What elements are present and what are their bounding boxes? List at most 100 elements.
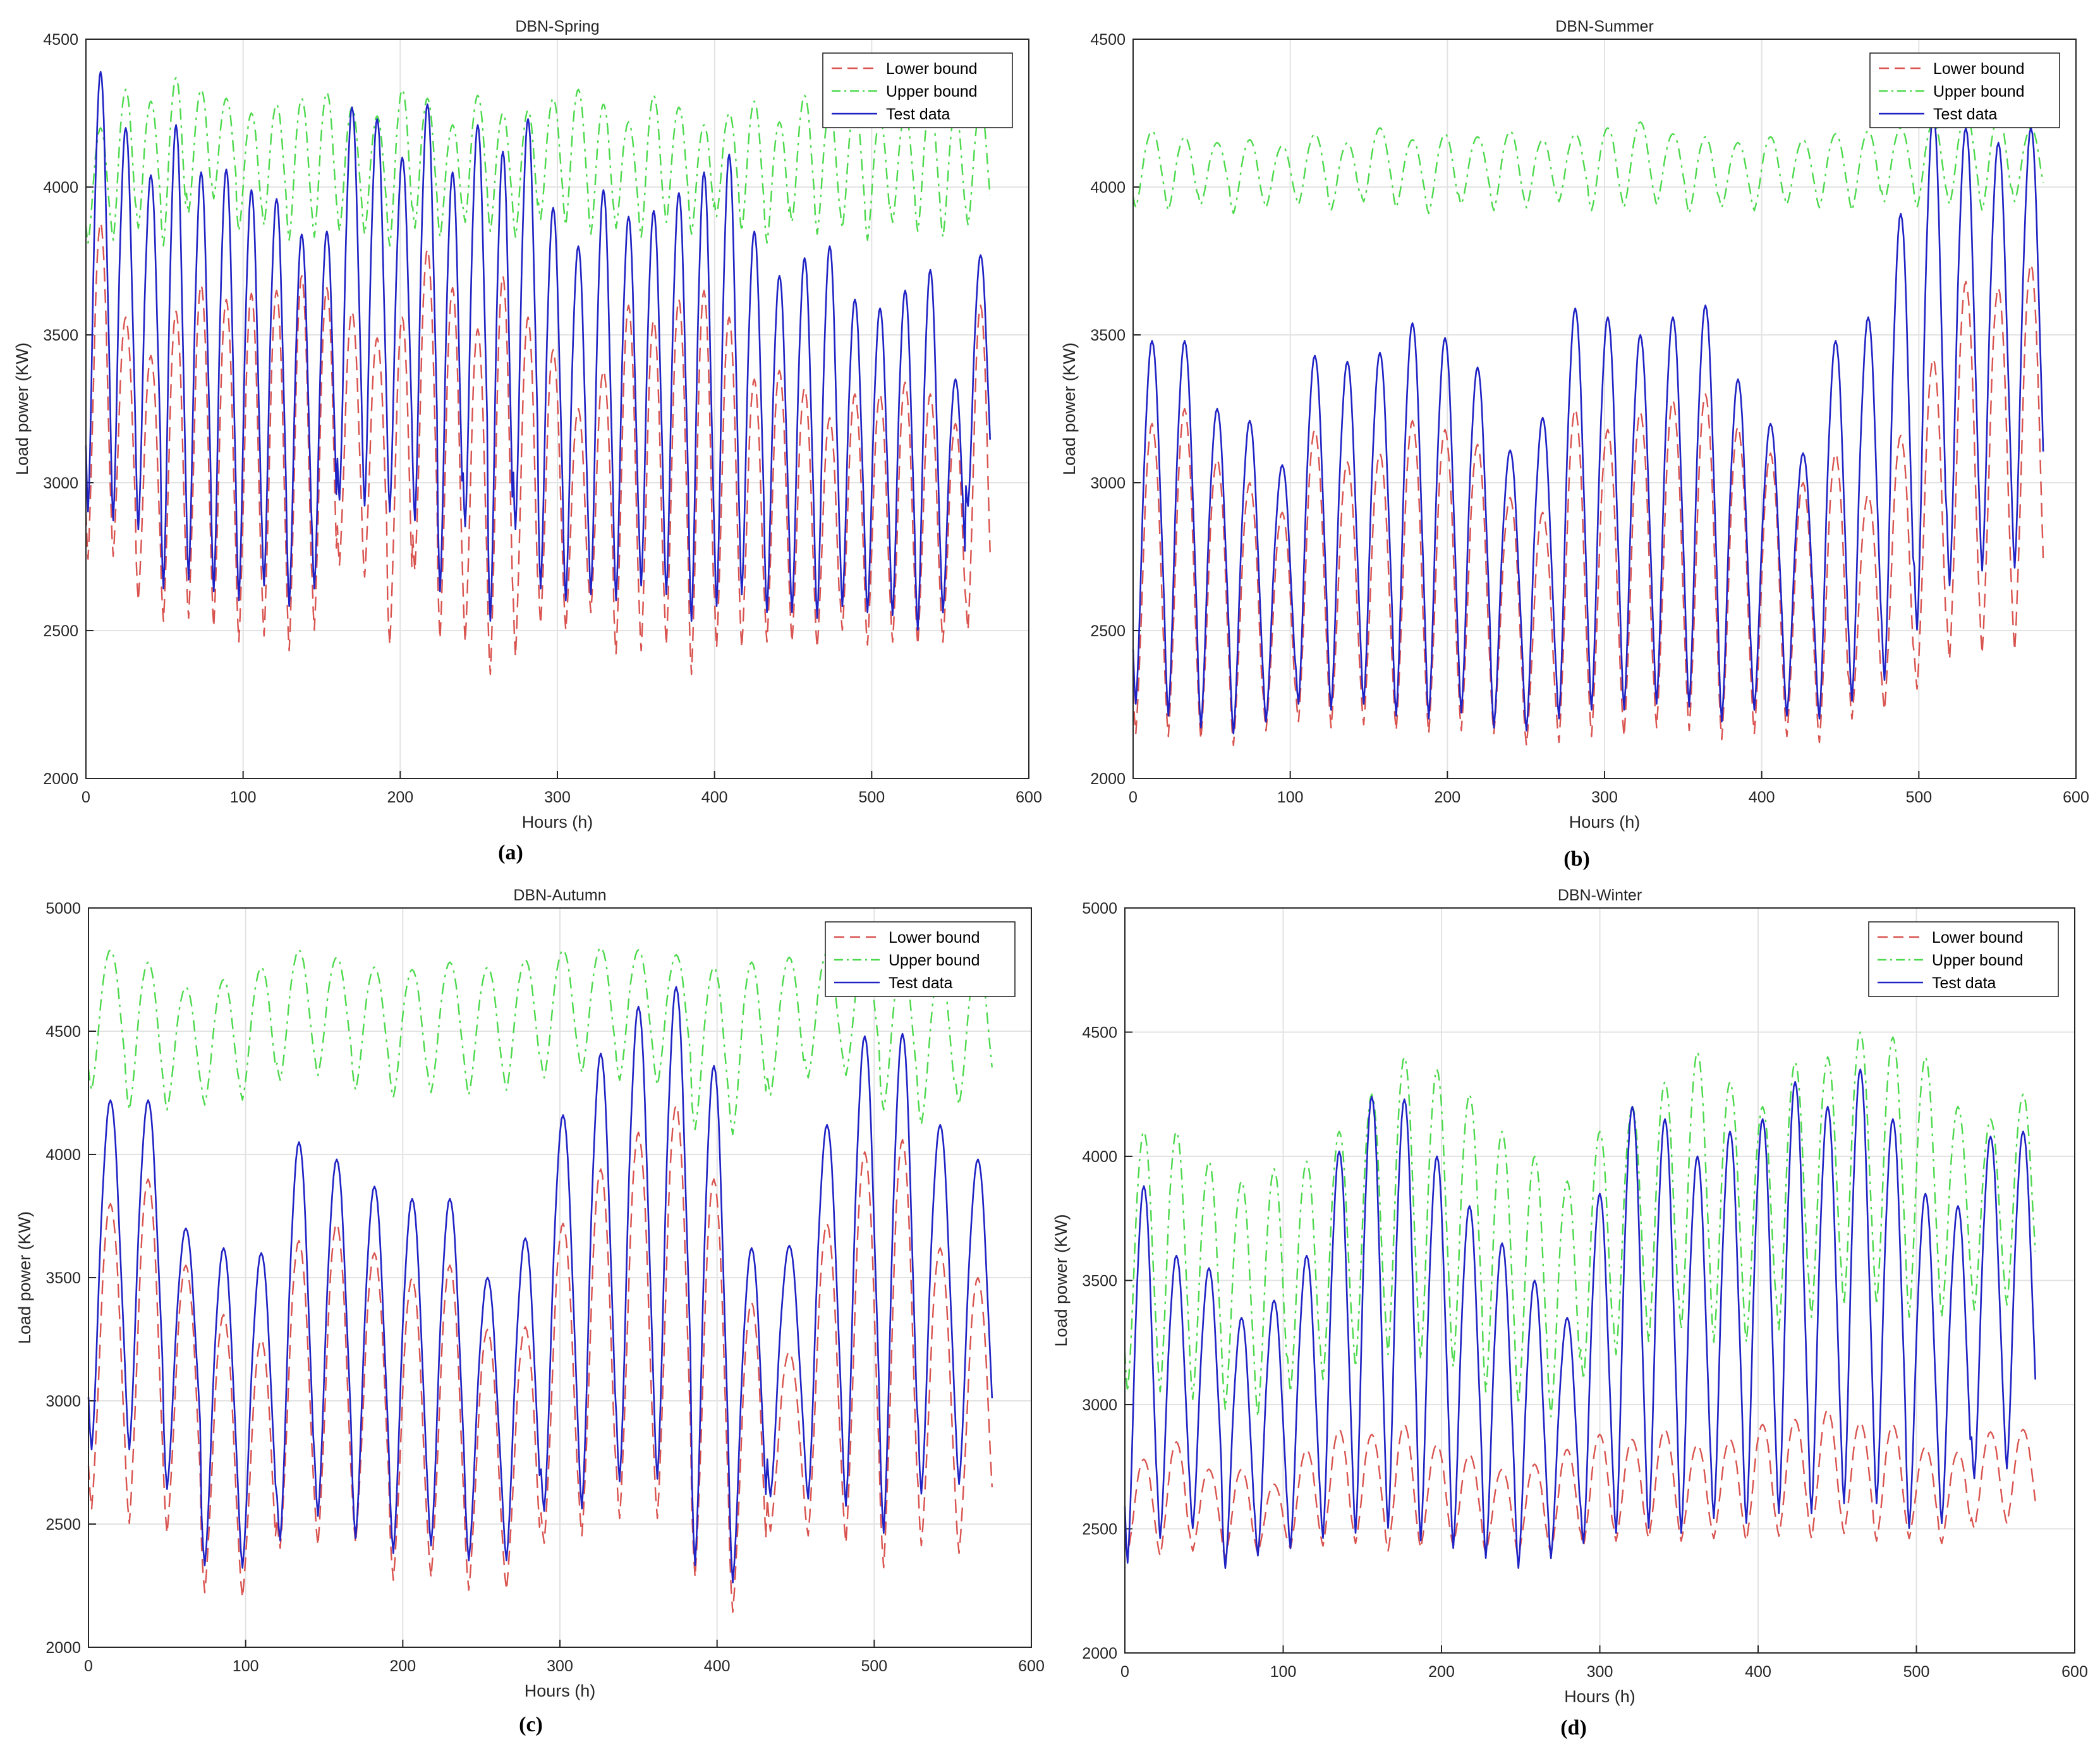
x-axis-label: Hours (h) — [525, 1681, 596, 1700]
plot-frame — [1132, 39, 2077, 779]
plot-frame — [85, 39, 1029, 779]
y-tick-label: 3500 — [1090, 327, 1126, 344]
x-tick-label: 100 — [1277, 789, 1304, 806]
chart-title: DBN-Summer — [1555, 18, 1654, 35]
y-tick-label: 2000 — [46, 1639, 81, 1657]
y-tick-label: 4000 — [1082, 1148, 1117, 1166]
y-tick-label: 4500 — [43, 31, 78, 49]
y-tick-label: 5000 — [46, 900, 81, 917]
y-tick-label: 3000 — [1090, 475, 1126, 492]
x-tick-label: 600 — [1018, 1657, 1045, 1675]
y-tick-label: 2000 — [1082, 1645, 1117, 1662]
x-tick-label: 600 — [2061, 1663, 2088, 1681]
y-tick-label: 2500 — [1082, 1521, 1117, 1539]
x-tick-label: 600 — [2063, 789, 2089, 806]
x-tick-label: 500 — [1903, 1663, 1930, 1681]
y-axis-label: Load power (KW) — [1052, 1214, 1071, 1346]
y-tick-label: 3000 — [46, 1393, 81, 1410]
legend-label: Test data — [1933, 106, 1998, 123]
x-tick-label: 200 — [1434, 789, 1460, 806]
y-tick-label: 3500 — [43, 327, 78, 344]
series-line-lower-bound — [1132, 263, 2044, 746]
x-tick-label: 300 — [1591, 789, 1618, 806]
y-tick-label: 4500 — [46, 1023, 81, 1041]
x-tick-label: 300 — [1587, 1663, 1613, 1681]
y-tick-label: 2500 — [1090, 622, 1126, 640]
x-tick-label: 400 — [1749, 789, 1775, 806]
x-tick-label: 0 — [1129, 789, 1138, 806]
panel-caption: (c) — [519, 1713, 543, 1736]
y-tick-label: 4000 — [46, 1146, 81, 1164]
y-tick-label: 3000 — [43, 475, 78, 492]
x-tick-label: 100 — [233, 1657, 259, 1675]
x-axis-label: Hours (h) — [522, 813, 593, 832]
series-line-upper-bound — [1124, 1031, 2036, 1418]
panel-caption: (d) — [1560, 1716, 1587, 1740]
chart-d: 0 100 200 300 400 500 600 2000 2500 3000 3500 4000 4… — [1052, 887, 2088, 1740]
legend-label: Lower bound — [886, 60, 978, 78]
y-tick-label: 2500 — [43, 622, 78, 640]
series-line-test-data — [1132, 112, 2044, 735]
legend-label: Lower bound — [1933, 60, 2025, 78]
series-line-test-data — [85, 71, 991, 631]
legend: Lower bound Upper bound Test data — [1868, 921, 2059, 997]
chart-c: 0 100 200 300 400 500 600 2000 2500 3000 3500 4000 4… — [15, 887, 1045, 1736]
series-line-upper-bound — [87, 947, 993, 1135]
y-tick-label: 2500 — [46, 1516, 81, 1534]
y-axis-label: Load power (KW) — [15, 1211, 34, 1344]
y-tick-label: 4000 — [43, 179, 78, 197]
y-tick-label: 4500 — [1090, 31, 1126, 49]
series-line-lower-bound — [1124, 1408, 2036, 1559]
y-tick-label: 4500 — [1082, 1024, 1117, 1042]
series-line-upper-bound — [85, 76, 991, 247]
legend-label: Upper bound — [889, 952, 980, 969]
chart-a: 0 100 200 300 400 500 600 2000 2500 3000 3500 4000 4… — [13, 18, 1042, 864]
legend-label: Test data — [889, 974, 953, 992]
chart-title: DBN-Spring — [515, 18, 599, 35]
legend: Lower bound Upper bound Test data — [825, 921, 1016, 997]
x-tick-label: 0 — [1120, 1663, 1129, 1681]
panel-caption: (a) — [498, 841, 523, 864]
y-tick-label: 4000 — [1090, 179, 1126, 197]
x-tick-label: 500 — [858, 789, 885, 806]
x-tick-label: 400 — [704, 1657, 731, 1675]
x-axis-label: Hours (h) — [1564, 1687, 1636, 1706]
legend: Lower bound Upper bound Test data — [1869, 52, 2060, 128]
x-axis-label: Hours (h) — [1569, 813, 1641, 832]
legend-label: Test data — [886, 106, 950, 123]
x-tick-label: 500 — [861, 1657, 887, 1675]
x-tick-label: 600 — [1016, 789, 1042, 806]
x-tick-label: 400 — [1745, 1663, 1771, 1681]
y-tick-label: 3500 — [1082, 1273, 1117, 1290]
series-line-test-data — [87, 986, 993, 1583]
legend-label: Lower bound — [1932, 929, 2024, 947]
series-line-upper-bound — [1132, 112, 2044, 215]
x-tick-label: 300 — [544, 789, 571, 806]
legend-label: Upper bound — [1932, 952, 2024, 969]
x-tick-label: 300 — [547, 1657, 573, 1675]
plot-frame — [88, 907, 1032, 1648]
legend-label: Upper bound — [886, 83, 978, 100]
x-tick-label: 200 — [387, 789, 413, 806]
legend-label: Lower bound — [889, 929, 980, 947]
legend-label: Test data — [1932, 974, 1996, 992]
x-tick-label: 100 — [230, 789, 257, 806]
x-tick-label: 400 — [701, 789, 728, 806]
chart-b: 0 100 200 300 400 500 600 2000 2500 3000 3500 4000 4… — [1060, 18, 2089, 871]
y-axis-label: Load power (KW) — [1060, 342, 1079, 475]
panel-caption: (b) — [1563, 847, 1590, 871]
y-tick-label: 3000 — [1082, 1396, 1117, 1414]
legend-label: Upper bound — [1933, 83, 2025, 100]
y-tick-label: 3500 — [46, 1269, 81, 1287]
x-tick-label: 100 — [1270, 1663, 1297, 1681]
chart-title: DBN-Winter — [1558, 887, 1642, 904]
x-tick-label: 200 — [1428, 1663, 1455, 1681]
legend: Lower bound Upper bound Test data — [822, 52, 1013, 128]
y-tick-label: 2000 — [1090, 770, 1126, 788]
chart-title: DBN-Autumn — [513, 887, 606, 904]
y-axis-label: Load power (KW) — [13, 342, 32, 475]
plot-frame — [1124, 907, 2075, 1654]
x-tick-label: 500 — [1905, 789, 1932, 806]
series-line-lower-bound — [85, 222, 991, 675]
